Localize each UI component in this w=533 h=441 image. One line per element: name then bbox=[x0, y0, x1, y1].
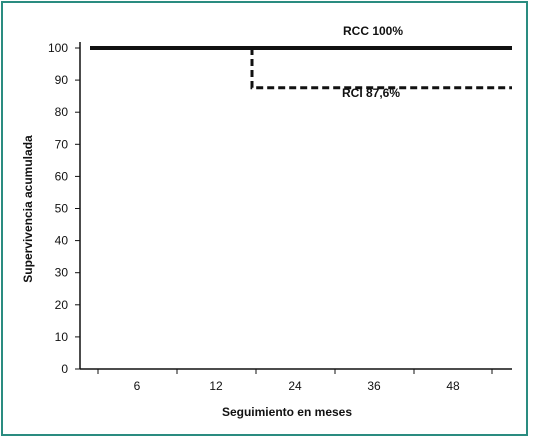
y-tick-label: 90 bbox=[55, 73, 69, 87]
x-tick-label: 48 bbox=[446, 379, 460, 393]
y-tick-label: 60 bbox=[55, 169, 69, 183]
x-tick-label: 24 bbox=[288, 379, 302, 393]
y-ticks: 0 10 20 30 40 50 60 70 80 90 100 bbox=[48, 41, 80, 376]
series-label-rcc: RCC 100% bbox=[343, 24, 403, 38]
x-tick-label: 6 bbox=[134, 379, 141, 393]
y-tick-label: 80 bbox=[55, 105, 69, 119]
x-tick-label: 12 bbox=[209, 379, 223, 393]
x-axis-label: Seguimiento en meses bbox=[222, 405, 352, 419]
y-tick-label: 20 bbox=[55, 298, 69, 312]
y-tick-label: 30 bbox=[55, 266, 69, 280]
series-rci-line bbox=[250, 48, 512, 90]
y-tick-label: 100 bbox=[48, 41, 68, 55]
y-tick-label: 50 bbox=[55, 202, 69, 216]
series-lines bbox=[90, 46, 512, 90]
y-tick-label: 10 bbox=[55, 330, 69, 344]
y-tick-label: 0 bbox=[61, 362, 68, 376]
y-tick-label: 70 bbox=[55, 137, 69, 151]
chart-frame bbox=[1, 1, 528, 436]
axes bbox=[79, 42, 512, 370]
x-tick-label: 36 bbox=[367, 379, 381, 393]
x-ticks: 6 12 24 36 48 bbox=[97, 369, 493, 393]
y-tick-label: 40 bbox=[55, 234, 69, 248]
series-label-rci: RCI 87,6% bbox=[342, 86, 400, 100]
y-axis-label: Supervivencia acumulada bbox=[21, 135, 35, 283]
